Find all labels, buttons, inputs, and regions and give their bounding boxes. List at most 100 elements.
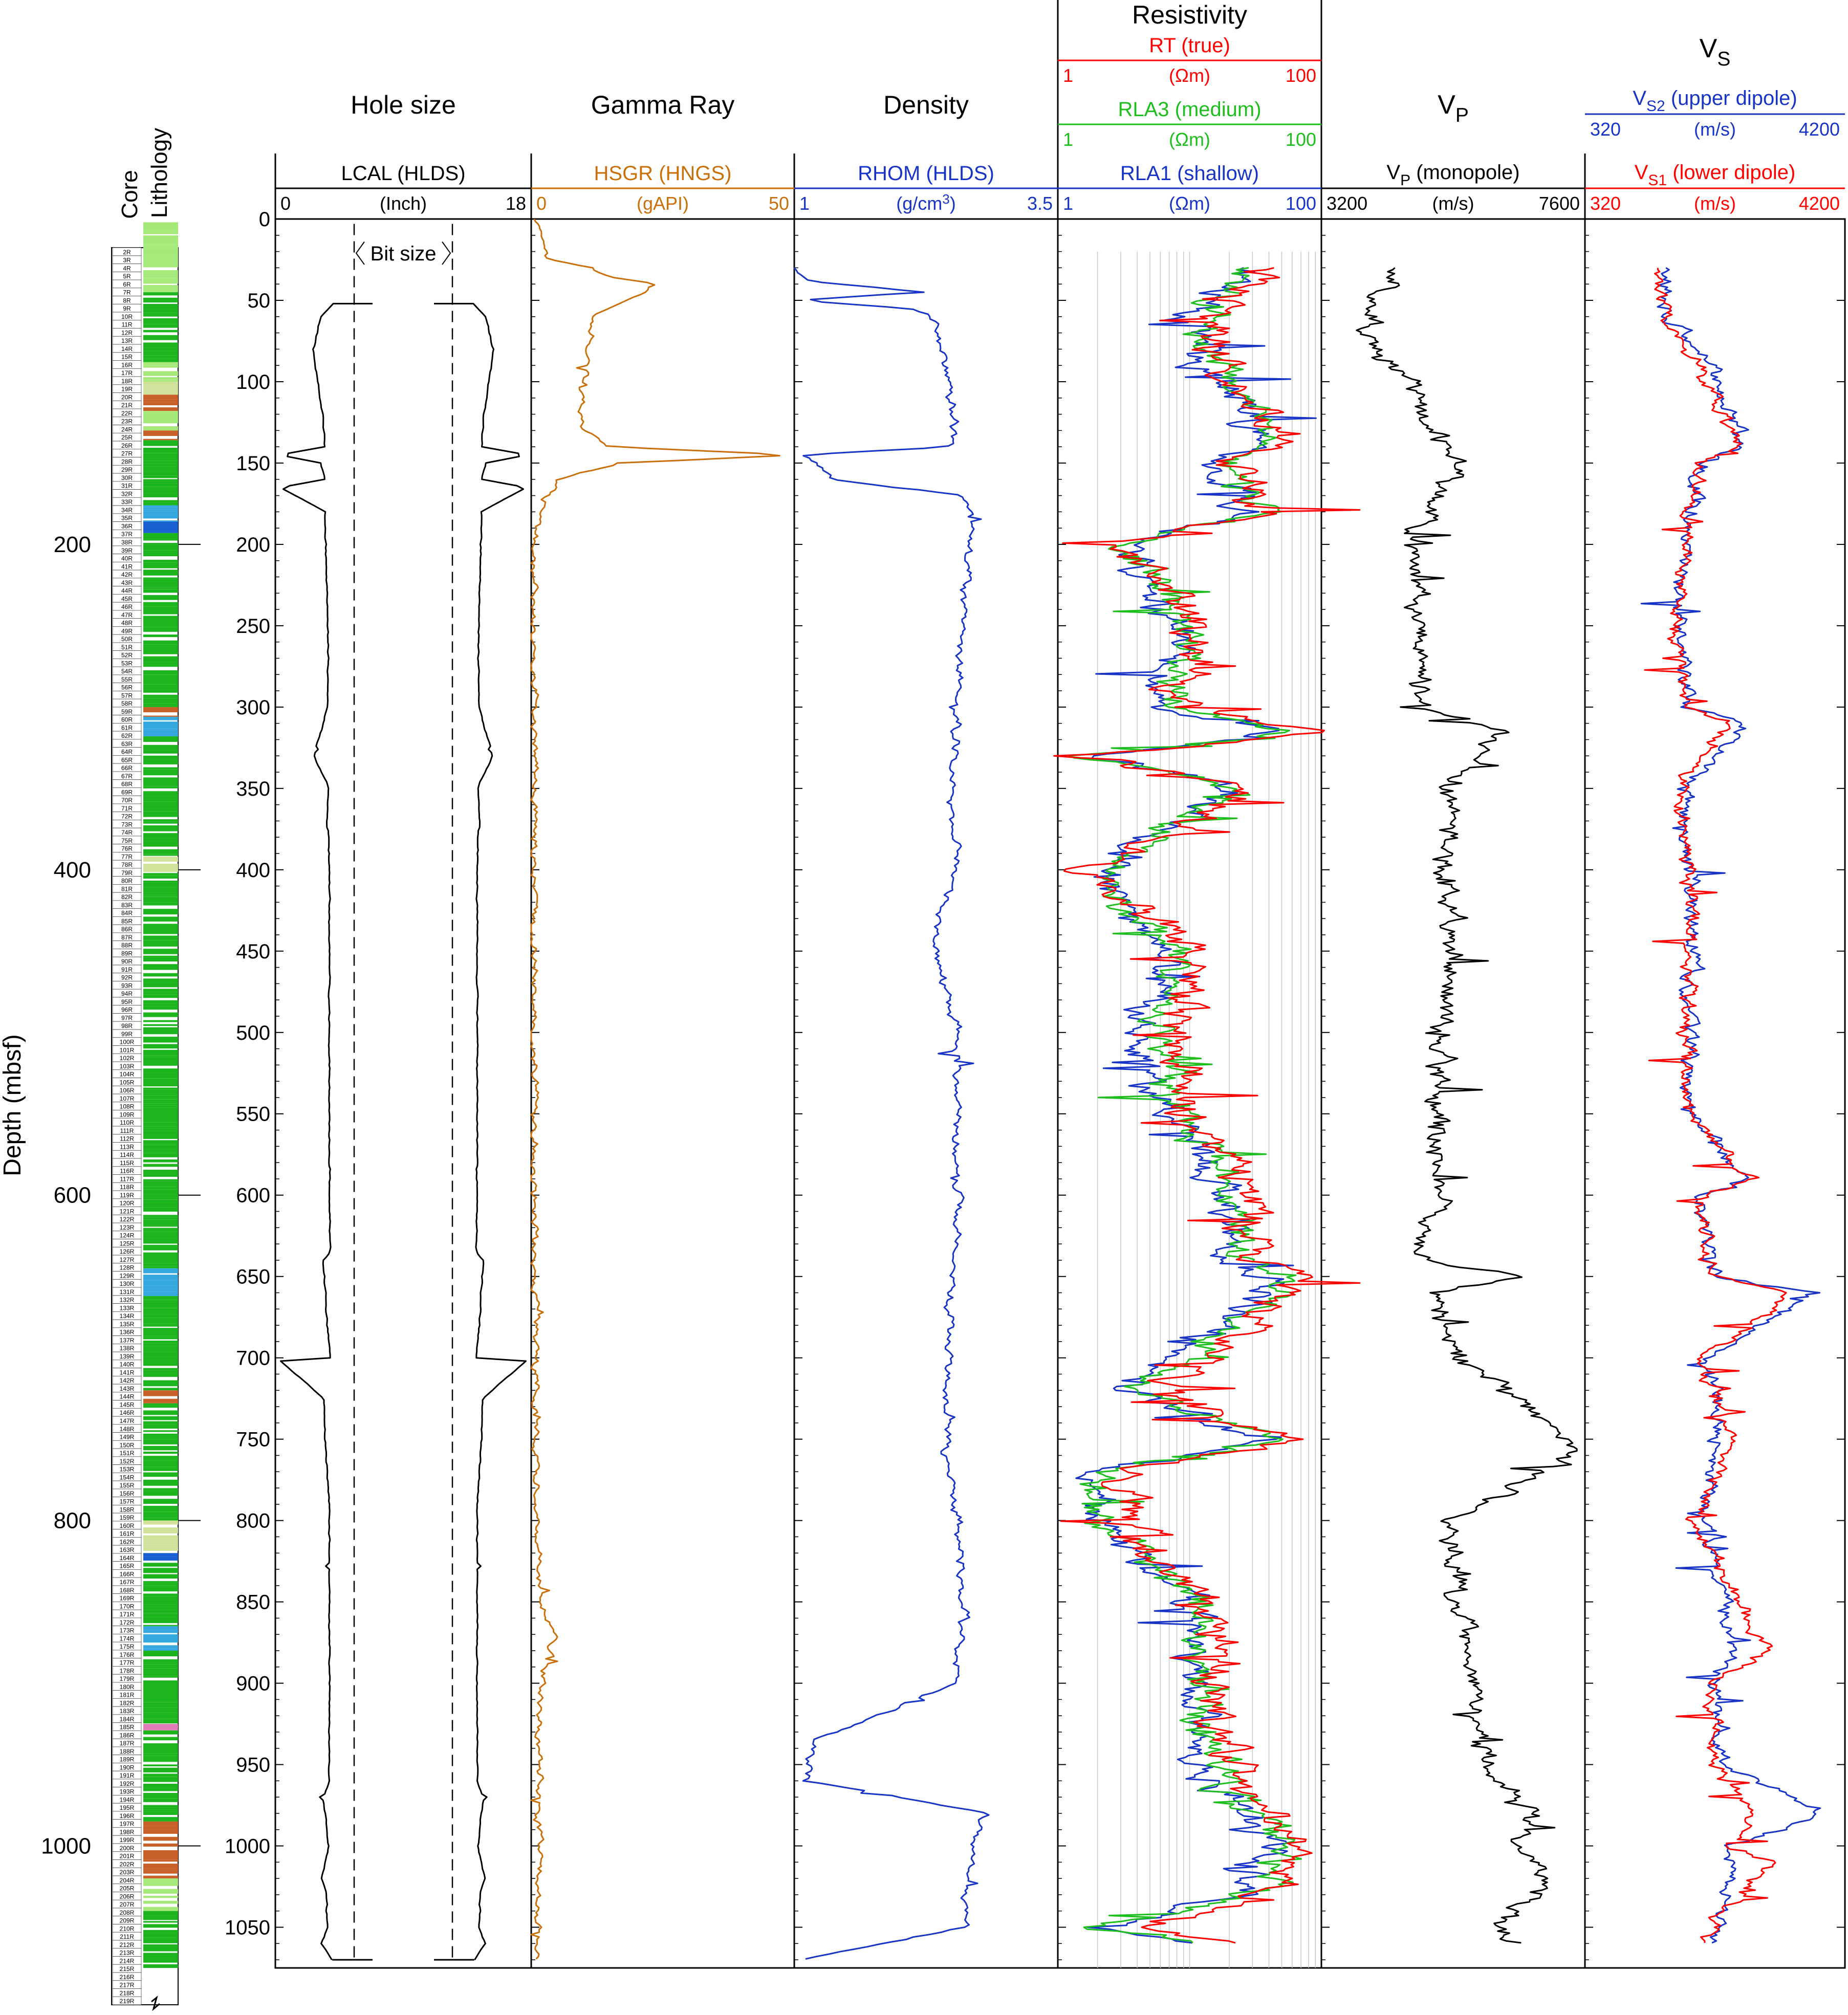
core-label: 132R xyxy=(120,1297,135,1304)
core-label: 178R xyxy=(120,1667,135,1674)
track-depth-label: 450 xyxy=(236,940,270,963)
core-label: 54R xyxy=(121,668,133,675)
core-label: 73R xyxy=(121,821,133,828)
lithology-band xyxy=(143,471,178,476)
core-label: 119R xyxy=(120,1192,134,1199)
lithology-band xyxy=(143,755,178,759)
lithology-band xyxy=(143,377,178,380)
lithology-band xyxy=(143,1724,178,1729)
lithology-band xyxy=(143,324,178,328)
lithology-band xyxy=(143,1199,178,1205)
lithology-band xyxy=(143,1159,178,1163)
lithology-band xyxy=(143,1103,178,1106)
lithology-band xyxy=(143,1593,178,1596)
lithology-band xyxy=(143,1006,178,1010)
lithology-band xyxy=(143,773,178,776)
curve-scale-max: 18 xyxy=(506,193,526,214)
lithology-band xyxy=(143,1300,178,1302)
lithology-band xyxy=(143,1821,178,1826)
core-label: 202R xyxy=(120,1860,135,1868)
curve-scale-min: 1 xyxy=(1063,65,1073,86)
lithology-band xyxy=(143,399,178,403)
lithology-band xyxy=(143,577,178,579)
lithology-band xyxy=(143,902,178,906)
core-label: 192R xyxy=(120,1780,135,1787)
curve-scale-min: 320 xyxy=(1590,193,1621,214)
lithology-band xyxy=(143,463,178,467)
lithology-band xyxy=(143,662,178,667)
core-label: 35R xyxy=(121,515,133,522)
curve-unit: (Inch) xyxy=(380,193,427,214)
lithology-band xyxy=(143,1057,178,1061)
lithology-band xyxy=(143,292,178,296)
lithology-band xyxy=(143,562,178,568)
track-depth-label: 1000 xyxy=(225,1835,270,1858)
depth-axis: Depth (mbsf) 200 400 600 800 1000 xyxy=(0,532,201,1859)
lithology-band xyxy=(143,1280,178,1283)
track-depth-label: 700 xyxy=(236,1347,270,1370)
lithology-band xyxy=(143,1228,178,1232)
lithology-band xyxy=(143,634,178,638)
lithology-band xyxy=(143,964,178,970)
lithology-band xyxy=(143,1328,178,1330)
lithology-band xyxy=(143,1252,178,1257)
core-label: 185R xyxy=(120,1724,135,1731)
lithology-band xyxy=(143,285,178,290)
lithology-band xyxy=(143,1773,178,1777)
track-depth-label: 800 xyxy=(236,1510,270,1532)
lithology-band xyxy=(143,1798,178,1800)
core-label: 48R xyxy=(121,620,133,627)
core-label: 32R xyxy=(121,491,133,498)
lithology-band xyxy=(143,1433,178,1439)
column-break-symbol xyxy=(151,1995,160,2011)
lithology-band xyxy=(143,278,178,280)
core-label: 95R xyxy=(121,998,133,1005)
lithology-band xyxy=(143,1625,178,1627)
lithology-band xyxy=(143,978,178,983)
track-depth-label: 100 xyxy=(236,371,270,393)
lithology-band xyxy=(143,1730,178,1735)
core-label: 129R xyxy=(120,1273,135,1280)
lithology-band xyxy=(143,1153,178,1157)
track-depth-label: 550 xyxy=(236,1103,270,1126)
lithology-band xyxy=(143,521,178,527)
track-depth-label: 950 xyxy=(236,1754,270,1777)
lithology-band xyxy=(143,395,178,400)
curve-scale-max: 4200 xyxy=(1799,119,1840,140)
lithology-band xyxy=(143,1089,178,1096)
curve-unit-close: ) xyxy=(950,193,956,214)
caliper-right-curve xyxy=(472,303,527,1960)
lithology-band xyxy=(143,804,178,809)
lithology-band xyxy=(143,1078,178,1083)
depth-major-tick-label: 1000 xyxy=(41,1834,91,1859)
lithology-band xyxy=(143,1330,178,1336)
core-header: Core xyxy=(117,170,142,218)
lithology-band xyxy=(143,1604,178,1607)
core-label: 104R xyxy=(120,1071,135,1078)
core-label: 55R xyxy=(121,676,133,683)
lithology-band xyxy=(143,943,178,947)
core-label: 175R xyxy=(120,1643,135,1650)
core-label: 213R xyxy=(120,1950,135,1957)
lithology-band xyxy=(143,621,178,627)
lithology-band xyxy=(143,1105,178,1108)
core-label: 31R xyxy=(121,483,133,490)
core-label: 96R xyxy=(121,1006,133,1014)
lithology-band xyxy=(143,1424,178,1429)
lithology-band xyxy=(143,1000,178,1004)
lithology-band xyxy=(143,777,178,783)
lithology-band xyxy=(143,550,178,557)
curve-scale-min: 3200 xyxy=(1327,193,1367,214)
core-label: 124R xyxy=(120,1232,135,1239)
lithology-band xyxy=(143,727,178,729)
lithology-band xyxy=(143,1596,178,1601)
lithology-band xyxy=(143,481,178,484)
lithology-band xyxy=(143,707,178,713)
lithology-band xyxy=(143,767,178,770)
core-label: 17R xyxy=(121,369,133,377)
core-label: 138R xyxy=(120,1345,135,1352)
lithology-band xyxy=(143,705,178,707)
lithology-band xyxy=(143,439,178,441)
track-title-vp-base: V xyxy=(1438,90,1455,120)
core-label: 61R xyxy=(121,724,133,731)
